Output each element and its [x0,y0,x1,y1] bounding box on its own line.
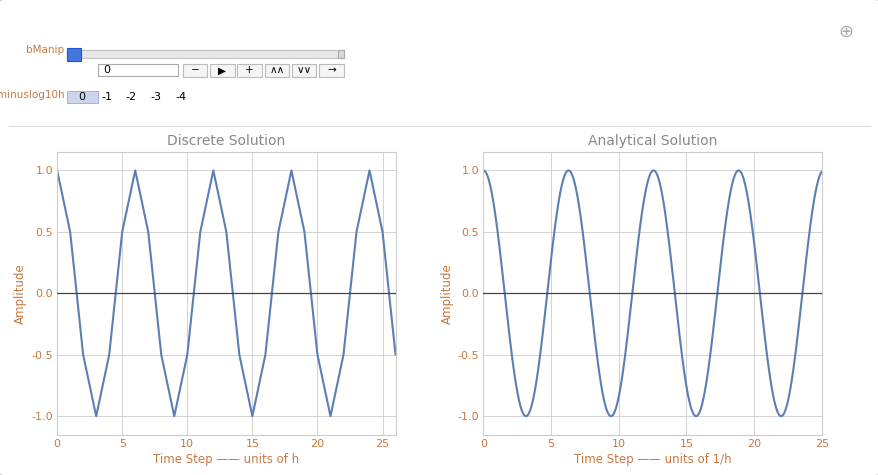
Text: -4: -4 [175,92,186,102]
FancyBboxPatch shape [67,91,97,103]
Text: ∧∧: ∧∧ [269,65,284,76]
Text: →: → [327,65,335,76]
Text: −: − [191,65,199,76]
Y-axis label: Amplitude: Amplitude [440,263,453,323]
FancyBboxPatch shape [237,64,262,77]
Bar [337,50,343,58]
FancyBboxPatch shape [98,64,177,76]
Text: ⊕: ⊕ [837,23,853,41]
Text: -2: -2 [126,92,137,102]
Bar [67,48,81,61]
Text: 0: 0 [104,65,111,75]
FancyBboxPatch shape [319,64,343,77]
FancyBboxPatch shape [67,50,343,58]
Y-axis label: Amplitude: Amplitude [14,263,27,323]
X-axis label: Time Step —— units of h: Time Step —— units of h [153,453,299,466]
Text: -3: -3 [150,92,162,102]
Title: Analytical Solution: Analytical Solution [587,134,716,148]
Text: +: + [245,65,254,76]
Title: Discrete Solution: Discrete Solution [167,134,285,148]
Text: minuslog10h: minuslog10h [0,90,64,100]
Text: -1: -1 [101,92,112,102]
Text: 0: 0 [79,92,85,102]
FancyBboxPatch shape [183,64,207,77]
Text: ▶: ▶ [218,65,227,76]
FancyBboxPatch shape [291,64,316,77]
FancyBboxPatch shape [210,64,234,77]
Text: bManip: bManip [26,45,64,55]
Text: ∨∨: ∨∨ [296,65,312,76]
X-axis label: Time Step —— units of 1/h: Time Step —— units of 1/h [573,453,730,466]
FancyBboxPatch shape [264,64,289,77]
